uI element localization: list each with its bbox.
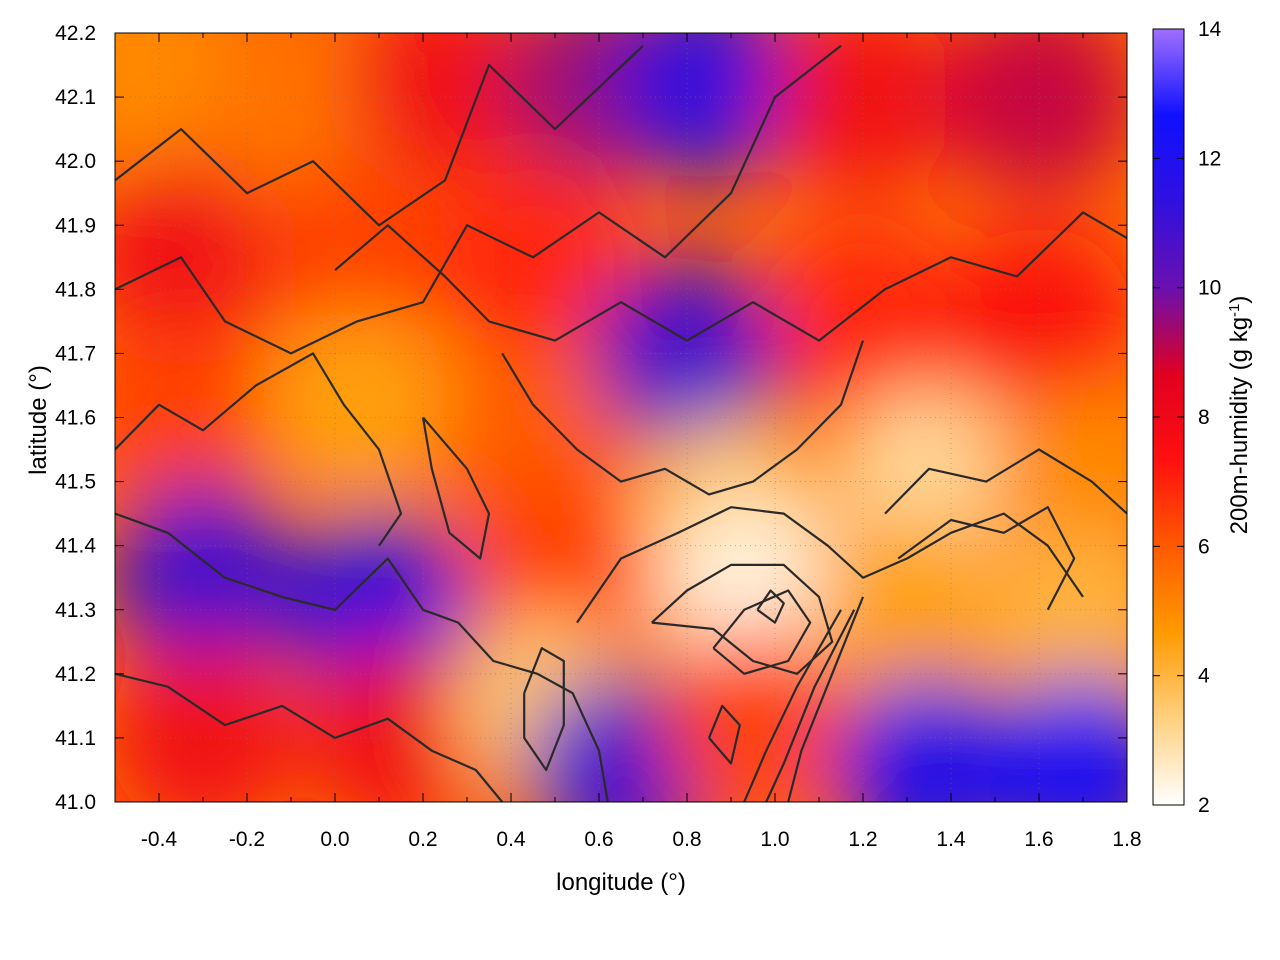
y-tick-label: 42.1 — [55, 86, 96, 109]
contour-line — [523, 647, 565, 772]
contour-lines — [115, 44, 1127, 802]
contour-line — [651, 563, 834, 675]
x-tick-label: 1.2 — [848, 828, 877, 851]
contour-line — [501, 340, 865, 496]
heatmap-cell — [944, 226, 1127, 417]
heatmap-cell — [988, 674, 1127, 802]
x-tick-label: 0.0 — [320, 828, 349, 851]
colorbar: 2 4 6 8 10 12 14 200m-humidity (g kg-1) — [1152, 18, 1254, 817]
y-tick-label: 41.9 — [55, 214, 96, 237]
x-tick-label: 1.4 — [936, 828, 966, 851]
y-tick-label: 41.8 — [55, 278, 96, 301]
x-tick-label: 1.6 — [1024, 828, 1053, 851]
contour-line — [576, 506, 1084, 624]
y-tick-label: 41.1 — [55, 727, 96, 750]
contour-line — [897, 506, 1076, 611]
y-tick-label: 41.2 — [55, 663, 96, 686]
heatmap-cell — [658, 630, 848, 802]
heatmap-cell — [988, 527, 1127, 718]
colorbar-tick-label: 12 — [1198, 147, 1221, 170]
grid-lines — [115, 33, 1127, 802]
y-tick-label: 42.2 — [55, 22, 96, 45]
y-axis-title: latitude (°) — [25, 365, 52, 475]
y-tick-label: 41.7 — [55, 342, 96, 365]
x-tick-label: -0.4 — [141, 828, 178, 851]
colorbar-tick-label: 14 — [1198, 18, 1222, 41]
y-tick-label: 41.4 — [55, 535, 96, 558]
colorbar-title-main: 200m-humidity (g kg — [1226, 317, 1253, 534]
heatmap-blobs — [115, 33, 1127, 802]
contour-line — [115, 352, 403, 547]
colorbar-tick-label: 8 — [1198, 406, 1210, 429]
heatmap-cell — [768, 226, 958, 417]
colorbar-tick-label: 6 — [1198, 535, 1210, 558]
contour-line — [115, 672, 504, 802]
heatmap-cell — [262, 309, 452, 500]
colorbar-ticks: 2 4 6 8 10 12 14 — [1153, 18, 1222, 817]
y-tick-label: 41.5 — [55, 471, 96, 494]
contour-line — [787, 596, 865, 802]
heatmap-cell — [944, 33, 1127, 193]
contour-line — [743, 609, 842, 802]
heatmap-cell — [768, 33, 958, 193]
contour-line — [421, 416, 491, 560]
x-tick-label: 0.6 — [584, 828, 613, 851]
colorbar-tick-label: 10 — [1198, 277, 1221, 300]
contour-line — [334, 211, 1127, 342]
heatmap-cell — [262, 162, 452, 353]
heatmap-cell — [115, 162, 276, 353]
heatmap-cell — [812, 514, 1002, 705]
colorbar-title-close: ) — [1226, 296, 1253, 304]
heatmap-cell — [834, 674, 1024, 802]
colorbar-tick-label: 2 — [1198, 794, 1210, 817]
contour-line — [115, 45, 644, 227]
heatmap-cell — [115, 642, 298, 802]
heatmap-field — [115, 33, 1127, 802]
y-tick-label: 41.0 — [55, 791, 96, 814]
contour-line — [765, 609, 856, 802]
colorbar-tick-label: 4 — [1198, 665, 1210, 688]
contour-line — [115, 44, 842, 355]
x-tick-label: 1.0 — [760, 828, 789, 851]
contour-line — [712, 589, 812, 675]
colorbar-title-exponent: -1 — [1226, 304, 1243, 317]
heatmap-cell — [614, 33, 804, 180]
x-tick-label: 0.4 — [496, 828, 526, 851]
x-tick-label: 0.2 — [408, 828, 437, 851]
x-tick-label: -0.2 — [229, 828, 265, 851]
colorbar-title: 200m-humidity (g kg-1) — [1226, 296, 1254, 535]
contour-line — [707, 704, 741, 765]
contour-line — [884, 448, 1127, 515]
heatmap-cell — [306, 642, 496, 802]
plot-area — [114, 32, 1128, 803]
y-tick-label: 42.0 — [55, 150, 96, 173]
x-tick-label: 1.8 — [1112, 828, 1141, 851]
y-tick-label: 41.3 — [55, 599, 96, 622]
contour-line — [756, 589, 785, 624]
x-tick-label: 0.8 — [672, 828, 701, 851]
y-tick-label: 41.6 — [55, 407, 96, 430]
contour-line — [115, 512, 609, 802]
y-axis: 41.0 41.1 41.2 41.3 41.4 41.5 41.6 41.7 41.8 41.9… — [55, 22, 1127, 814]
x-axis: -0.4 -0.2 0.0 0.2 0.4 0.6 0.8 1.0 1.2 1.4 1.6 1.8 — [114, 33, 1142, 851]
x-axis-title: longitude (°) — [556, 869, 686, 896]
